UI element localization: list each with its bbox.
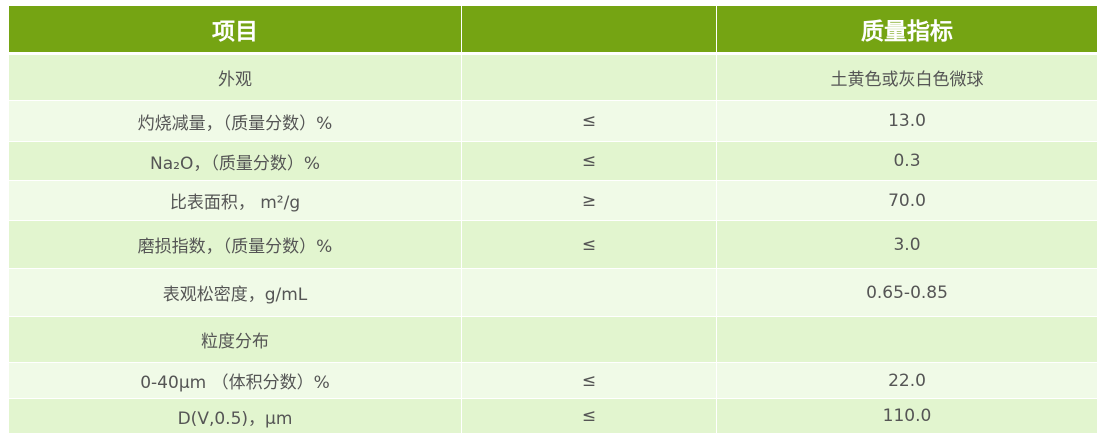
cell-value: 3.0 — [716, 220, 1098, 269]
cell-value — [716, 316, 1098, 363]
cell-op: ≤ — [461, 362, 717, 399]
header-item: 项目 — [8, 5, 462, 55]
cell-item: D(V,0.5)，μm — [8, 398, 462, 434]
table-row: D(V,0.5)，μm ≤110.0 — [8, 398, 1098, 434]
cell-op: ≤ — [461, 141, 717, 181]
cell-op: ≥ — [461, 180, 717, 221]
cell-op — [461, 53, 717, 101]
cell-value: 13.0 — [716, 100, 1098, 142]
cell-value: 0.3 — [716, 141, 1098, 181]
table-row: 粒度分布 — [8, 316, 1098, 363]
cell-value: 70.0 — [716, 180, 1098, 221]
cell-item: 磨损指数，（质量分数）% — [8, 220, 462, 269]
table-row: 灼烧减量，（质量分数）% ≤13.0 — [8, 100, 1098, 142]
header-row: 项目 质量指标 — [8, 5, 1098, 55]
cell-op: ≤ — [461, 398, 717, 434]
cell-value: 110.0 — [716, 398, 1098, 434]
table-row: 磨损指数，（质量分数）% ≤3.0 — [8, 220, 1098, 269]
cell-item: 灼烧减量，（质量分数）% — [8, 100, 462, 142]
cell-value: 0.65-0.85 — [716, 268, 1098, 317]
cell-item: 外观 — [8, 53, 462, 101]
cell-item: 粒度分布 — [8, 316, 462, 363]
cell-value: 22.0 — [716, 362, 1098, 399]
cell-value: 土黄色或灰白色微球 — [716, 53, 1098, 101]
table-row: 0-40μm （体积分数）% ≤22.0 — [8, 362, 1098, 399]
cell-op: ≤ — [461, 100, 717, 142]
table-row: 比表面积， m²/g ≥70.0 — [8, 180, 1098, 221]
header-op — [461, 5, 717, 55]
table-row: 外观 土黄色或灰白色微球 — [8, 53, 1098, 101]
cell-op — [461, 268, 717, 317]
cell-item: 表观松密度，g/mL — [8, 268, 462, 317]
cell-item: 0-40μm （体积分数）% — [8, 362, 462, 399]
header-spec: 质量指标 — [716, 5, 1098, 55]
spec-table: 项目 质量指标 外观 土黄色或灰白色微球 灼烧减量，（质量分数）% ≤13.0 Na₂O… — [8, 5, 1098, 434]
cell-op: ≤ — [461, 220, 717, 269]
table-row: 表观松密度，g/mL 0.65-0.85 — [8, 268, 1098, 317]
table-row: Na₂O，（质量分数）% ≤0.3 — [8, 141, 1098, 181]
cell-item: 比表面积， m²/g — [8, 180, 462, 221]
cell-op — [461, 316, 717, 363]
cell-item: Na₂O，（质量分数）% — [8, 141, 462, 181]
